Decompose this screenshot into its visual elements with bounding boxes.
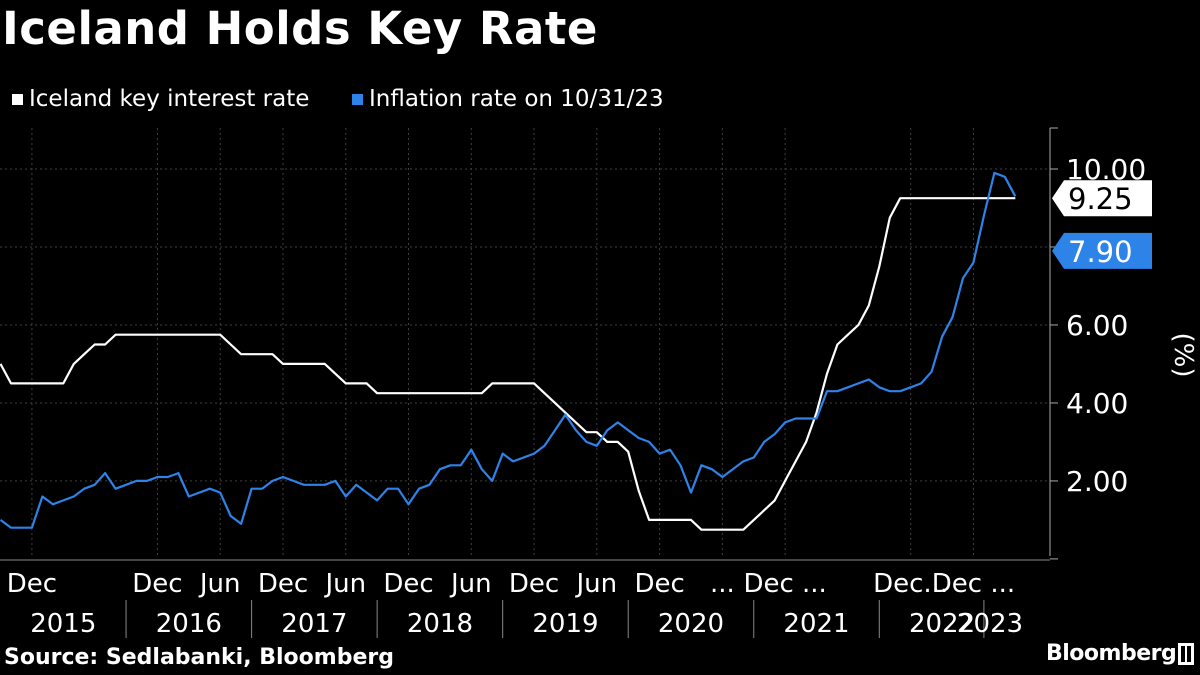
y-tick-label: 2.00 [1066, 465, 1128, 498]
x-tick-label: Jun [198, 569, 241, 599]
legend-swatch-inflation [352, 93, 363, 105]
last-value-label-inflation: 7.90 [1068, 235, 1133, 269]
x-tick-label: Jun [449, 569, 492, 599]
x-year-label: 2021 [783, 609, 849, 639]
x-year-label: 2015 [30, 609, 96, 639]
x-tick-label: Dec ... [743, 569, 826, 599]
x-tick-label: ... [710, 569, 735, 599]
legend-item-key-rate: Iceland key interest rate [12, 86, 309, 112]
x-year-label: 2019 [532, 609, 598, 639]
legend-swatch-key-rate [12, 93, 23, 105]
x-tick-label: Jun [323, 569, 366, 599]
bloomberg-logo: Bloomberg [1046, 641, 1177, 666]
x-tick-label: Dec [634, 569, 684, 599]
chart-title: Iceland Holds Key Rate [2, 2, 598, 55]
last-value-flag-inflation [1052, 232, 1152, 269]
bloomberg-mark-icon [1178, 643, 1194, 665]
y-tick-label: 4.00 [1066, 387, 1128, 420]
x-year-label: 2022 [909, 609, 975, 639]
x-year-label: 2017 [281, 609, 347, 639]
source-note: Source: Sedlabanki, Bloomberg [4, 645, 394, 670]
x-year-label: 2016 [156, 609, 222, 639]
x-tick-label: Dec [132, 569, 182, 599]
series-line-inflation [0, 171, 1017, 529]
x-year-label: 2018 [407, 609, 473, 639]
legend-label-key-rate: Iceland key interest rate [29, 86, 310, 112]
x-tick-label: Dec... [873, 569, 948, 599]
x-tick-label: Dec [7, 569, 57, 599]
x-tick-label: Dec [509, 569, 559, 599]
legend-label-inflation: Inflation rate on 10/31/23 [369, 86, 664, 112]
x-tick-label: Dec [383, 569, 433, 599]
x-tick-label: Jun [575, 569, 618, 599]
x-year-label: 2023 [957, 609, 1023, 639]
x-tick-label: Dec [258, 569, 308, 599]
last-value-flag-key-rate [1052, 180, 1152, 217]
x-tick-label: Dec ... [932, 569, 1015, 599]
legend-item-inflation: Inflation rate on 10/31/23 [352, 86, 664, 112]
y-axis-label: (%) [1168, 333, 1198, 378]
last-value-label-key-rate: 9.25 [1068, 182, 1133, 216]
series-line-key-rate [0, 197, 1016, 531]
y-tick-label: 6.00 [1066, 309, 1128, 342]
x-year-label: 2020 [658, 609, 724, 639]
